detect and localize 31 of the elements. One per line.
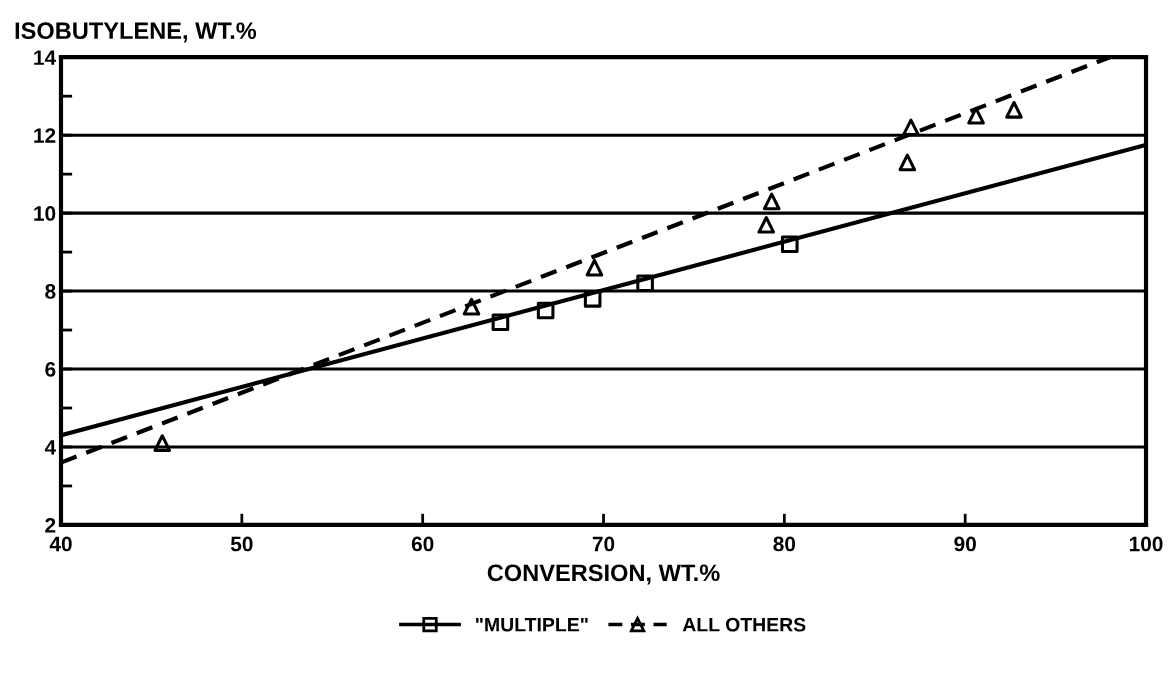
y-tick-label: 8 [45,284,56,299]
x-tick-label: 60 [411,536,434,552]
x-tick-label: 70 [592,536,615,552]
point [462,297,481,316]
point [1005,101,1023,119]
x-tick-label: 90 [954,536,976,552]
y-tick-label: 6 [45,362,56,377]
y-tick-label: 2 [45,517,56,533]
legend-label: "MULTIPLE" [476,617,588,632]
point [902,118,920,137]
point [898,153,917,172]
y-tick-label: 10 [34,206,56,221]
y-axis-title: ISOBUTYLENE, WT.% [15,22,257,43]
point [762,192,781,211]
point [967,106,985,125]
point [491,313,510,332]
x-axis-title: CONVERSION, WT.% [487,564,720,585]
y-tick-label: 12 [34,128,56,143]
point [780,235,799,254]
x-tick-label: 100 [1129,536,1163,552]
point [583,290,602,308]
point [536,301,555,320]
x-tick-label: 50 [230,536,253,552]
point [153,434,172,452]
point [585,258,604,277]
legend-label: ALL OTHERS [682,617,806,632]
y-tick-label: 14 [34,50,57,65]
x-tick-label: 40 [49,536,72,552]
point [757,216,776,234]
y-tick-label: 4 [44,440,57,455]
x-tick-label: 80 [773,536,796,552]
